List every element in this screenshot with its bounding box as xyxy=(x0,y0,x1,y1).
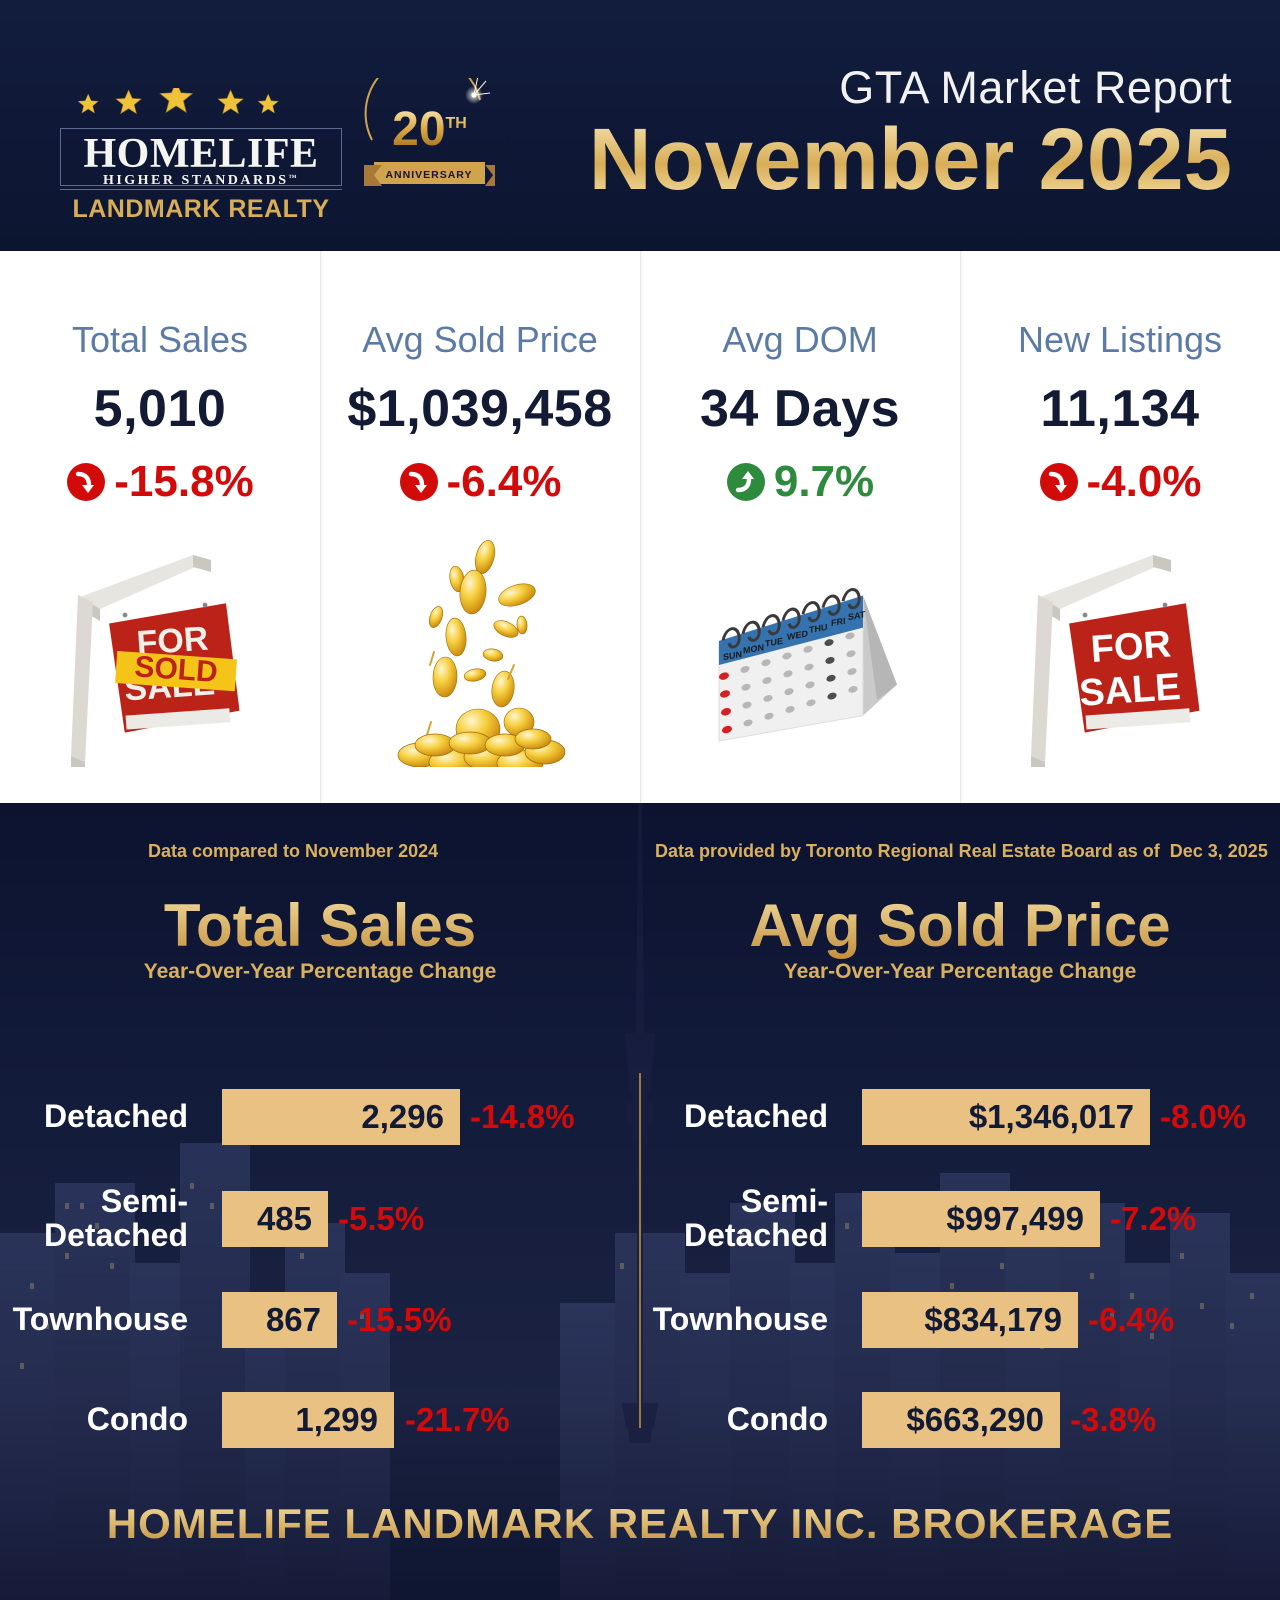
svg-text:SALE: SALE xyxy=(1078,666,1182,715)
svg-text:ANNIVERSARY: ANNIVERSARY xyxy=(385,169,472,181)
svg-text:SOLD: SOLD xyxy=(133,650,218,689)
svg-text:FOR: FOR xyxy=(1089,623,1172,670)
